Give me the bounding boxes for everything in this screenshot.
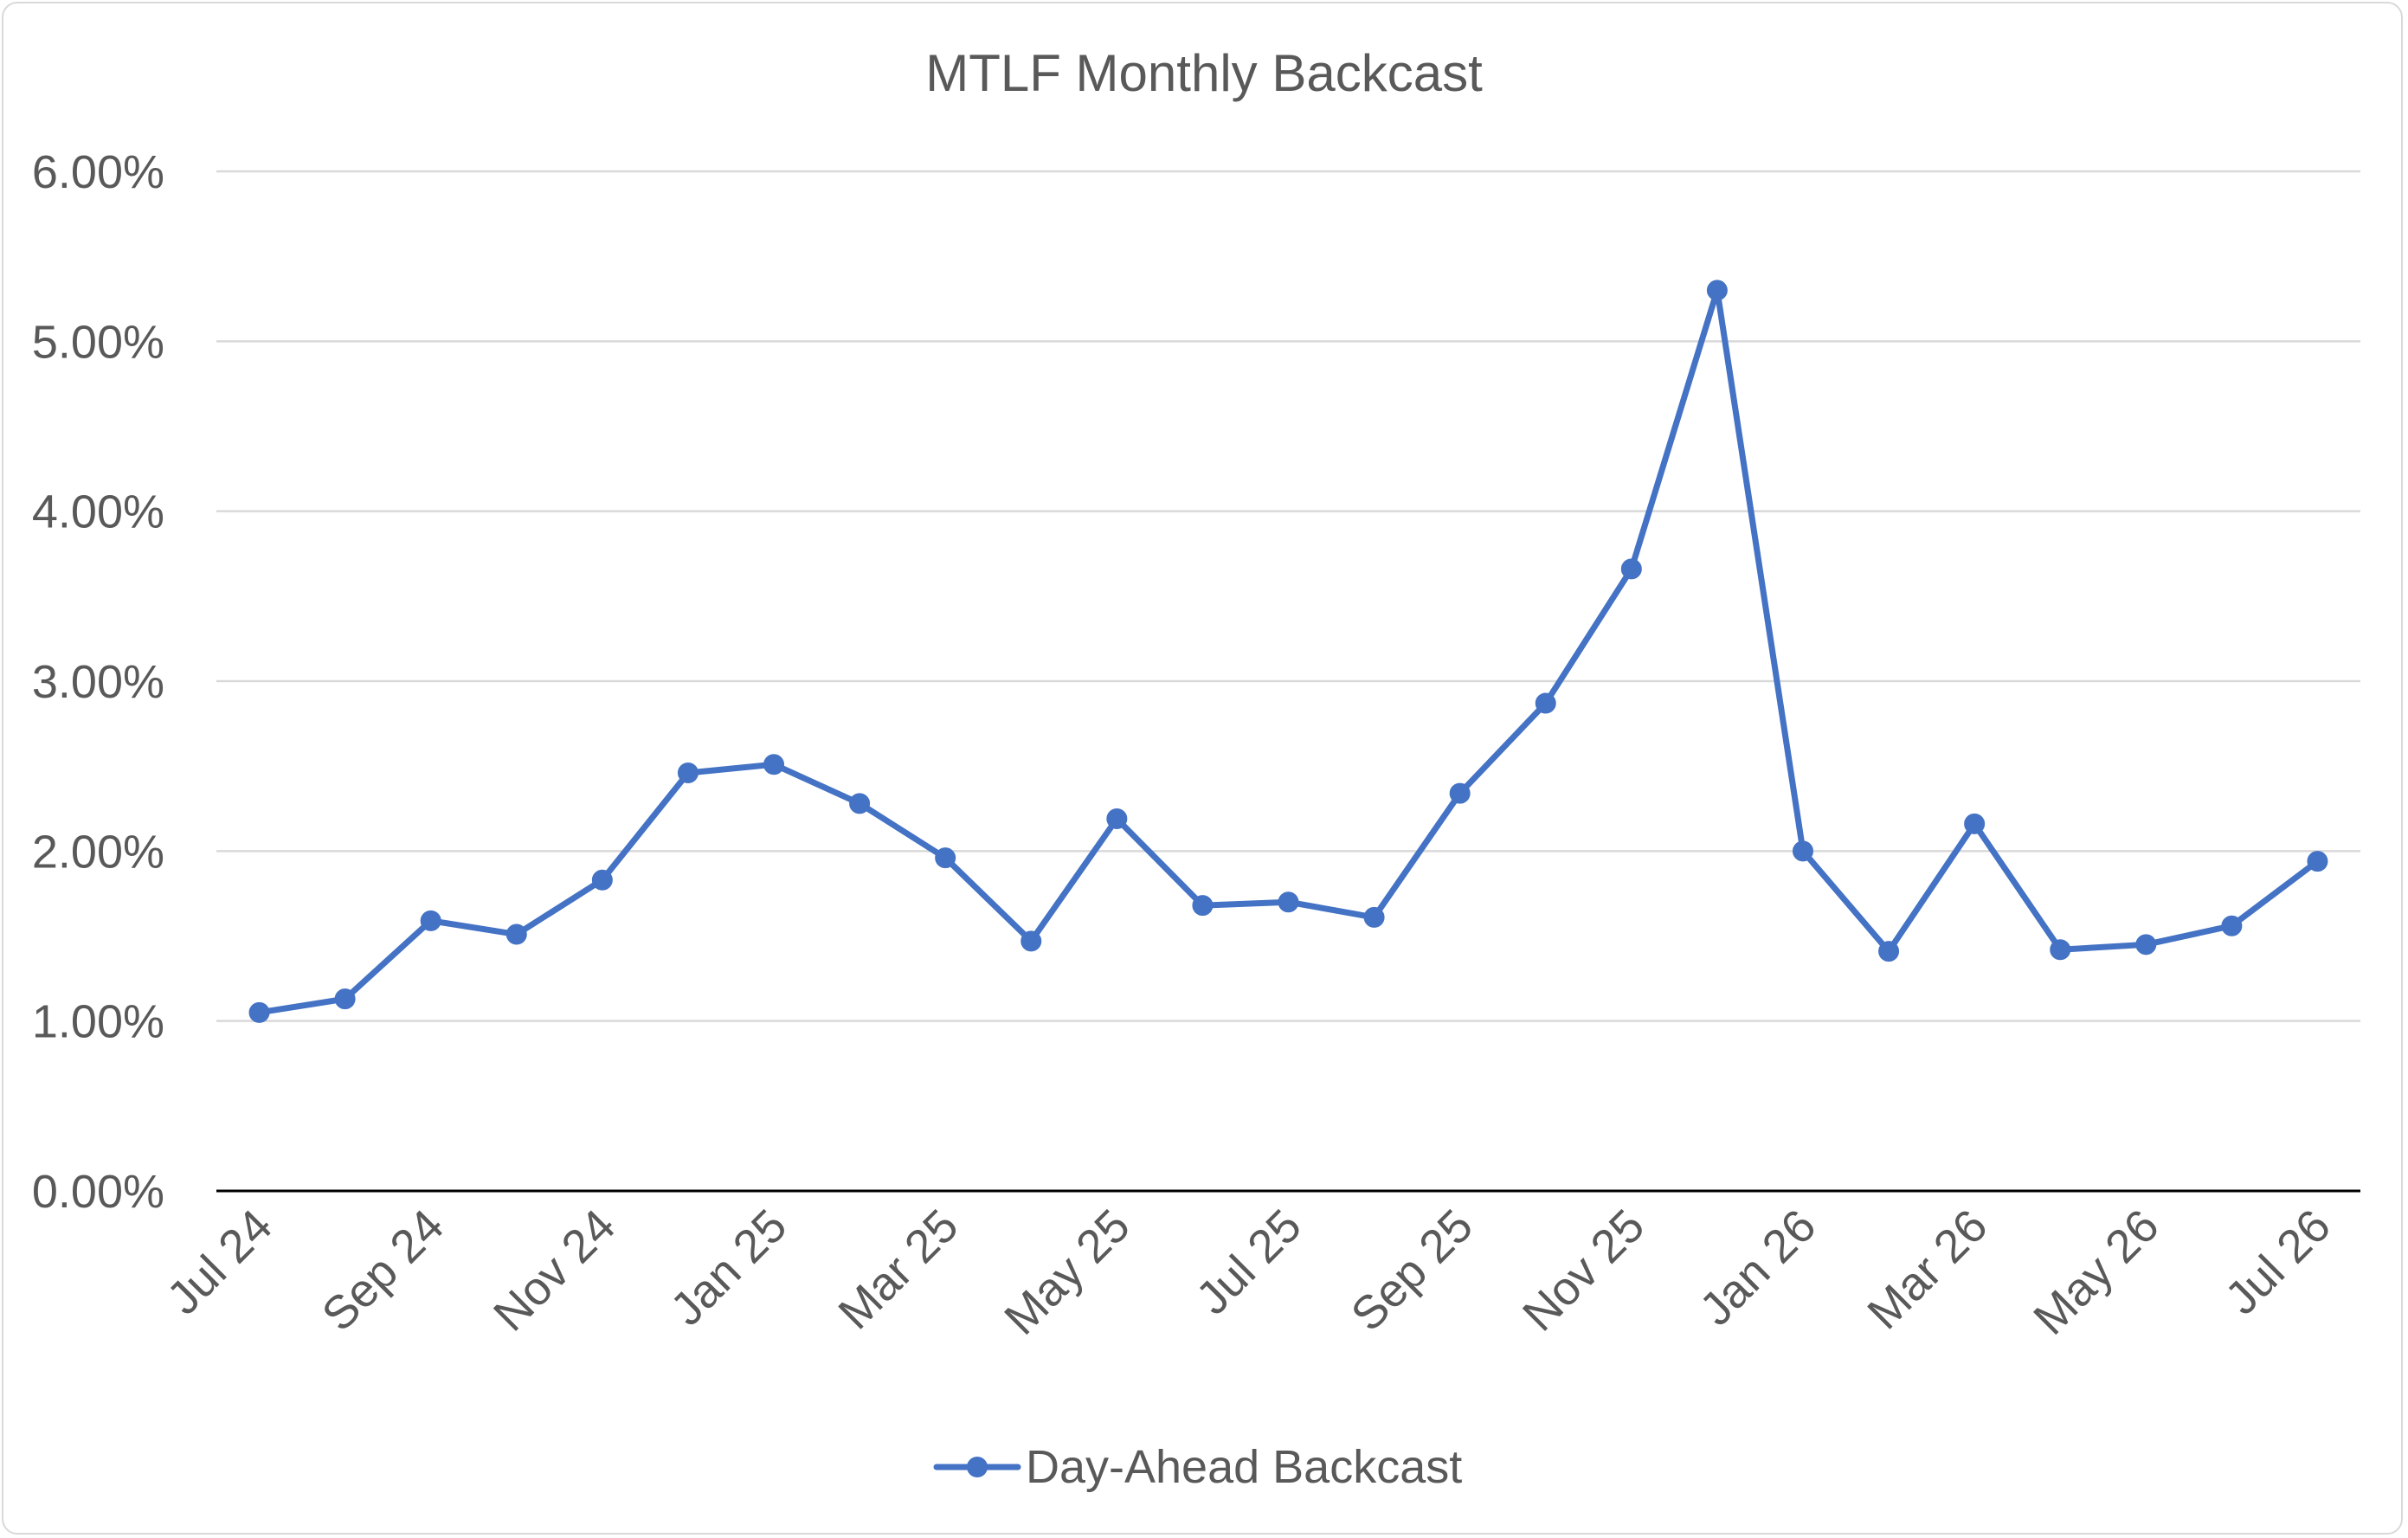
y-axis-ticks: 0.00% 1.00% 2.00% 3.00% 4.00% 5.00% 6.00% bbox=[32, 146, 164, 1218]
data-point bbox=[1278, 891, 1299, 913]
data-point bbox=[2050, 939, 2071, 961]
data-point bbox=[1878, 941, 1900, 962]
x-tick-label: Nov 24 bbox=[484, 1200, 625, 1341]
series-day-ahead-backcast bbox=[248, 280, 2328, 1023]
x-axis-ticks: Jul 24 Sep 24 Nov 24 Jan 25 Mar 25 May 25 Jul … bbox=[158, 1200, 2340, 1345]
x-tick-label: May 26 bbox=[2024, 1200, 2169, 1345]
data-point bbox=[1706, 280, 1728, 301]
data-point bbox=[1792, 840, 1813, 862]
data-point bbox=[420, 910, 441, 931]
y-tick-label: 4.00% bbox=[32, 486, 164, 538]
x-tick-label: Sep 25 bbox=[1342, 1200, 1483, 1341]
legend: Day-Ahead Backcast bbox=[933, 1441, 1462, 1493]
x-tick-label: Jan 25 bbox=[660, 1200, 796, 1335]
x-tick-label: Jul 26 bbox=[2216, 1200, 2340, 1324]
x-tick-label: Jul 24 bbox=[158, 1200, 282, 1324]
data-point bbox=[2221, 915, 2243, 936]
x-tick-label: Jul 25 bbox=[1187, 1200, 1311, 1324]
data-point bbox=[1363, 906, 1385, 928]
legend-marker-icon bbox=[967, 1457, 988, 1477]
legend-label: Day-Ahead Backcast bbox=[1026, 1441, 1462, 1493]
x-tick-label: May 25 bbox=[995, 1200, 1140, 1345]
y-tick-label: 0.00% bbox=[32, 1166, 164, 1218]
data-point bbox=[505, 923, 527, 945]
data-point bbox=[1021, 930, 1042, 952]
x-tick-label: Nov 25 bbox=[1513, 1200, 1654, 1341]
data-point bbox=[1964, 813, 1986, 834]
data-point bbox=[935, 847, 956, 869]
y-tick-label: 1.00% bbox=[32, 996, 164, 1048]
gridlines bbox=[216, 170, 2360, 1022]
data-point bbox=[849, 793, 871, 814]
chart-title: MTLF Monthly Backcast bbox=[925, 44, 1483, 102]
data-point bbox=[2307, 851, 2328, 872]
x-tick-label: Mar 26 bbox=[1858, 1200, 1997, 1339]
y-tick-label: 3.00% bbox=[32, 656, 164, 708]
data-point bbox=[677, 763, 699, 784]
y-tick-label: 6.00% bbox=[32, 146, 164, 198]
data-point bbox=[2135, 934, 2157, 956]
x-tick-label: Jan 26 bbox=[1690, 1200, 1825, 1335]
data-point bbox=[1106, 808, 1128, 830]
x-tick-label: Sep 24 bbox=[312, 1200, 454, 1341]
data-point bbox=[763, 754, 785, 775]
data-point bbox=[1192, 895, 1214, 917]
data-point bbox=[1449, 782, 1471, 804]
data-point bbox=[591, 869, 613, 891]
y-tick-label: 2.00% bbox=[32, 826, 164, 878]
x-tick-label: Mar 25 bbox=[828, 1200, 968, 1339]
data-point bbox=[1620, 558, 1642, 580]
data-point bbox=[334, 988, 356, 1010]
data-point bbox=[248, 1001, 270, 1023]
y-tick-label: 5.00% bbox=[32, 316, 164, 368]
data-point bbox=[1535, 692, 1556, 714]
